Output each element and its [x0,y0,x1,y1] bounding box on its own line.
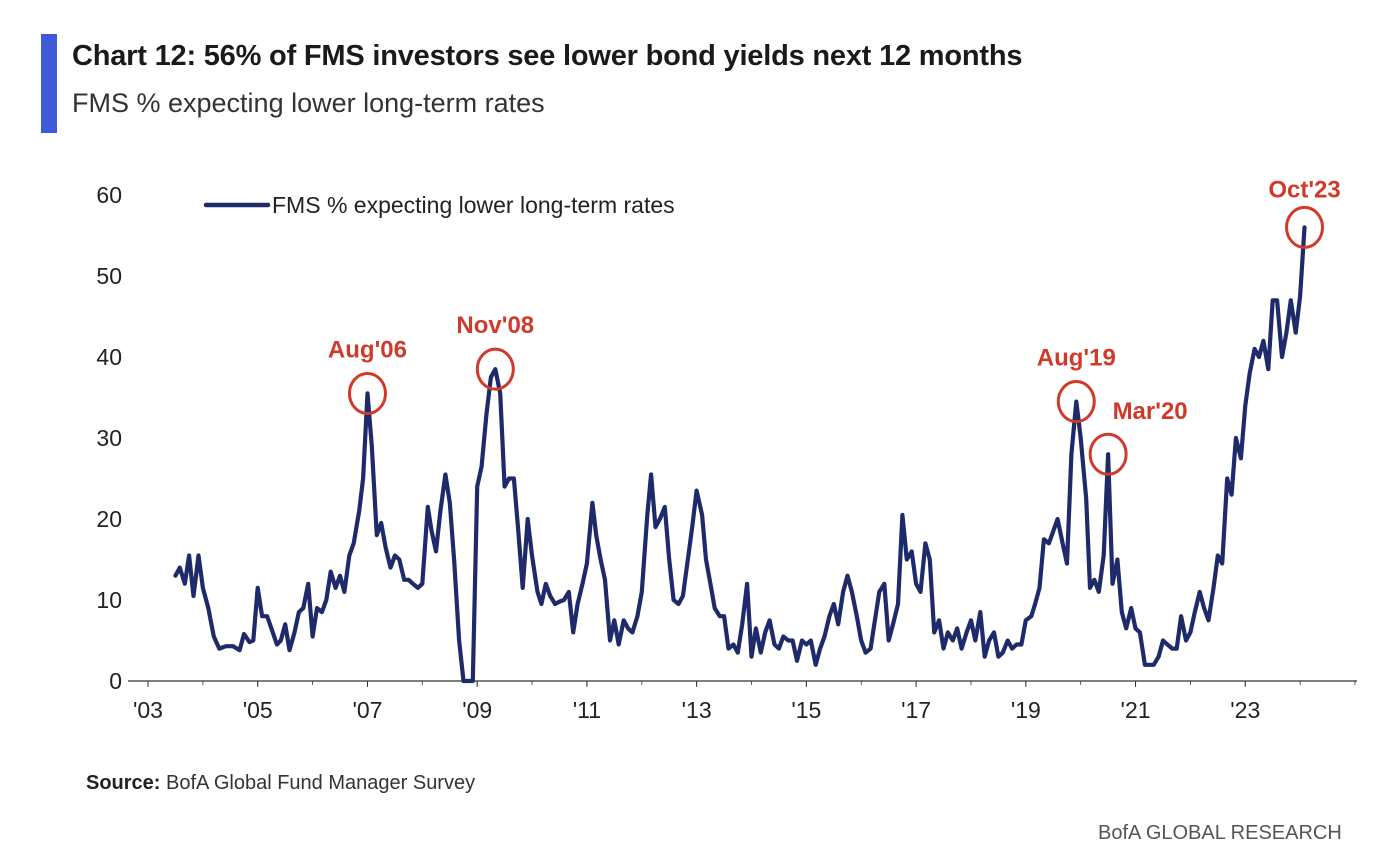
x-tick-label: '17 [901,697,931,723]
annotation-label: Aug'19 [1037,345,1116,372]
x-tick-label: '23 [1230,697,1260,723]
annotation-circle [1285,205,1325,249]
annotation-label: Mar'20 [1113,398,1188,425]
annotation-label: Aug'06 [328,336,407,363]
y-tick-label: 10 [96,587,122,613]
chart-title: Chart 12: 56% of FMS investors see lower… [72,40,1023,72]
x-tick-label: '11 [573,697,601,723]
annotation-label: Nov'08 [456,312,534,339]
source-note: Source: BofA Global Fund Manager Survey [86,772,475,795]
y-tick-label: 60 [96,182,122,208]
source-text: BofA Global Fund Manager Survey [166,772,476,794]
annotation-circle [475,347,515,391]
y-tick-label: 50 [96,263,122,289]
x-tick-label: '13 [682,697,712,723]
y-tick-label: 40 [96,344,122,370]
legend-label: FMS % expecting lower long-term rates [272,192,675,218]
title-accent-bar [41,34,57,133]
annotation-circle [1056,380,1096,424]
x-tick-label: '03 [133,697,163,723]
annotation-label: Oct'23 [1268,176,1340,203]
source-label: Source: [86,772,161,794]
series-line [173,225,1307,684]
x-tick-label: '21 [1121,697,1151,723]
brand-label: BofA GLOBAL RESEARCH [1098,822,1342,844]
y-tick-label: 30 [96,425,122,451]
x-tick-label: '09 [462,697,492,723]
annotation-circle [1088,432,1128,476]
y-tick-label: 0 [109,668,122,694]
x-tick-label: '07 [352,697,382,723]
annotation-circle [347,371,387,415]
x-tick-label: '15 [791,697,821,723]
x-tick-label: '19 [1011,697,1041,723]
x-tick-label: '05 [243,697,273,723]
chart-subtitle: FMS % expecting lower long-term rates [72,88,545,118]
y-tick-label: 20 [96,506,122,532]
